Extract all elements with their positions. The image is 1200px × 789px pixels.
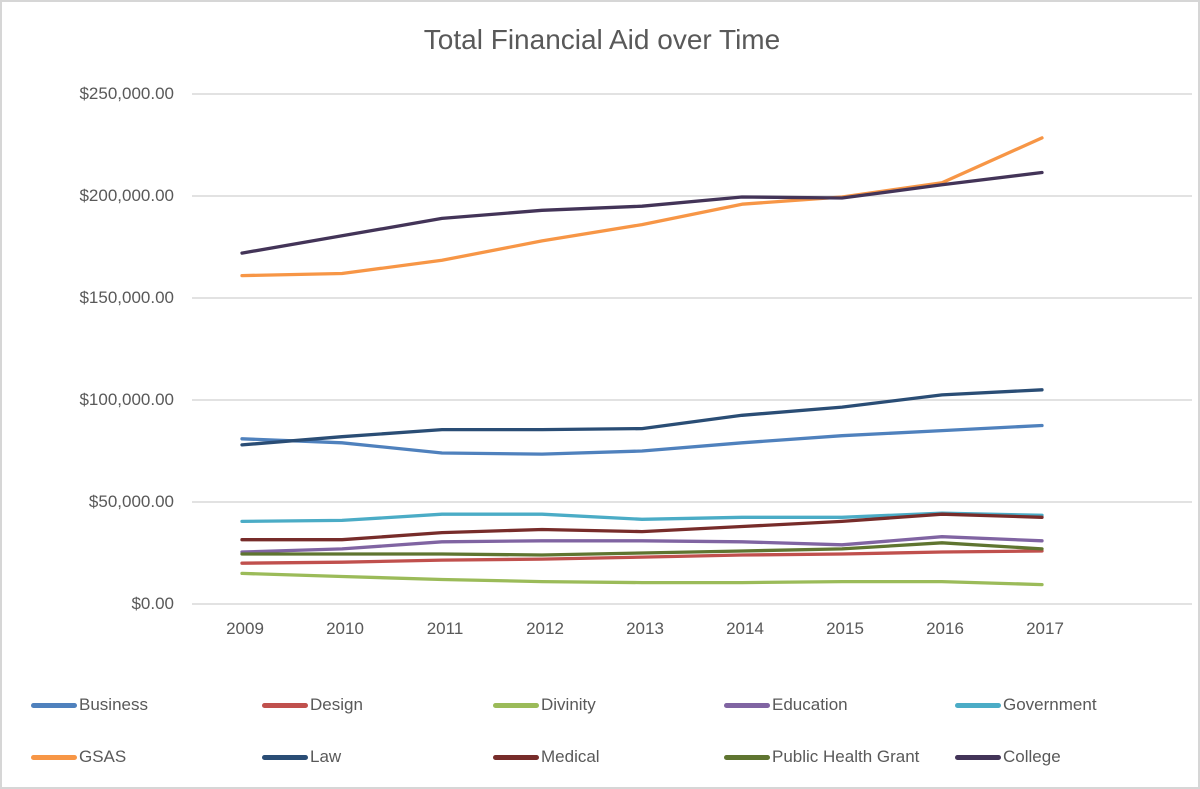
legend-swatch-divinity [493,702,539,708]
legend-label: Divinity [541,695,596,714]
legend-item-medical: Medical [493,746,600,768]
y-tick-label: $150,000.00 [79,288,174,307]
series-line-government [240,511,1044,524]
legend-swatch-public-health-grant [724,754,770,760]
legend-swatch-business [31,702,77,708]
x-tick-label: 2017 [1026,619,1064,638]
legend-swatch-law [262,754,308,760]
series-line-public-health-grant [240,541,1044,557]
legend-label: Public Health Grant [772,747,920,766]
legend-item-education: Education [724,694,848,716]
legend-label: Design [310,695,363,714]
series-line-divinity [240,571,1044,587]
legend-label: Government [1003,695,1097,714]
x-tick-label: 2010 [326,619,364,638]
legend-label: College [1003,747,1061,766]
legend-item-business: Business [31,694,148,716]
legend-swatch-medical [493,754,539,760]
x-tick-label: 2016 [926,619,964,638]
y-tick-label: $250,000.00 [79,84,174,103]
series-line-college [240,170,1044,255]
legend-item-law: Law [262,746,341,768]
x-tick-label: 2013 [626,619,664,638]
legend-item-divinity: Divinity [493,694,596,716]
x-tick-label: 2014 [726,619,764,638]
series-line-design [240,549,1044,565]
x-tick-label: 2009 [226,619,264,638]
legend-item-gsas: GSAS [31,746,126,768]
x-tick-label: 2012 [526,619,564,638]
y-tick-label: $100,000.00 [79,390,174,409]
y-tick-label: $200,000.00 [79,186,174,205]
legend-label: Education [772,695,848,714]
legend-item-design: Design [262,694,363,716]
legend-swatch-government [955,702,1001,708]
chart-title: Total Financial Aid over Time [423,24,781,55]
series-line-law [240,388,1044,447]
series-line-medical [240,512,1044,542]
series-line-education [240,535,1044,554]
legend-label: GSAS [79,747,127,766]
y-tick-label: $50,000.00 [88,492,174,511]
legend-item-government: Government [955,694,1097,716]
legend-swatch-design [262,702,308,708]
x-tick-label: 2015 [826,619,864,638]
y-tick-label: $0.00 [131,594,174,613]
legend-item-college: College [955,746,1061,768]
series-line-gsas [240,136,1044,278]
legend-swatch-college [955,754,1001,760]
series-line-business [240,423,1044,456]
legend-label: Business [79,695,148,714]
legend-item-public-health-grant: Public Health Grant [724,746,919,768]
legend-swatch-gsas [31,754,77,760]
x-tick-label: 2011 [426,619,464,638]
legend-swatch-education [724,702,770,708]
legend-label: Law [310,747,342,766]
legend-label: Medical [541,747,600,766]
